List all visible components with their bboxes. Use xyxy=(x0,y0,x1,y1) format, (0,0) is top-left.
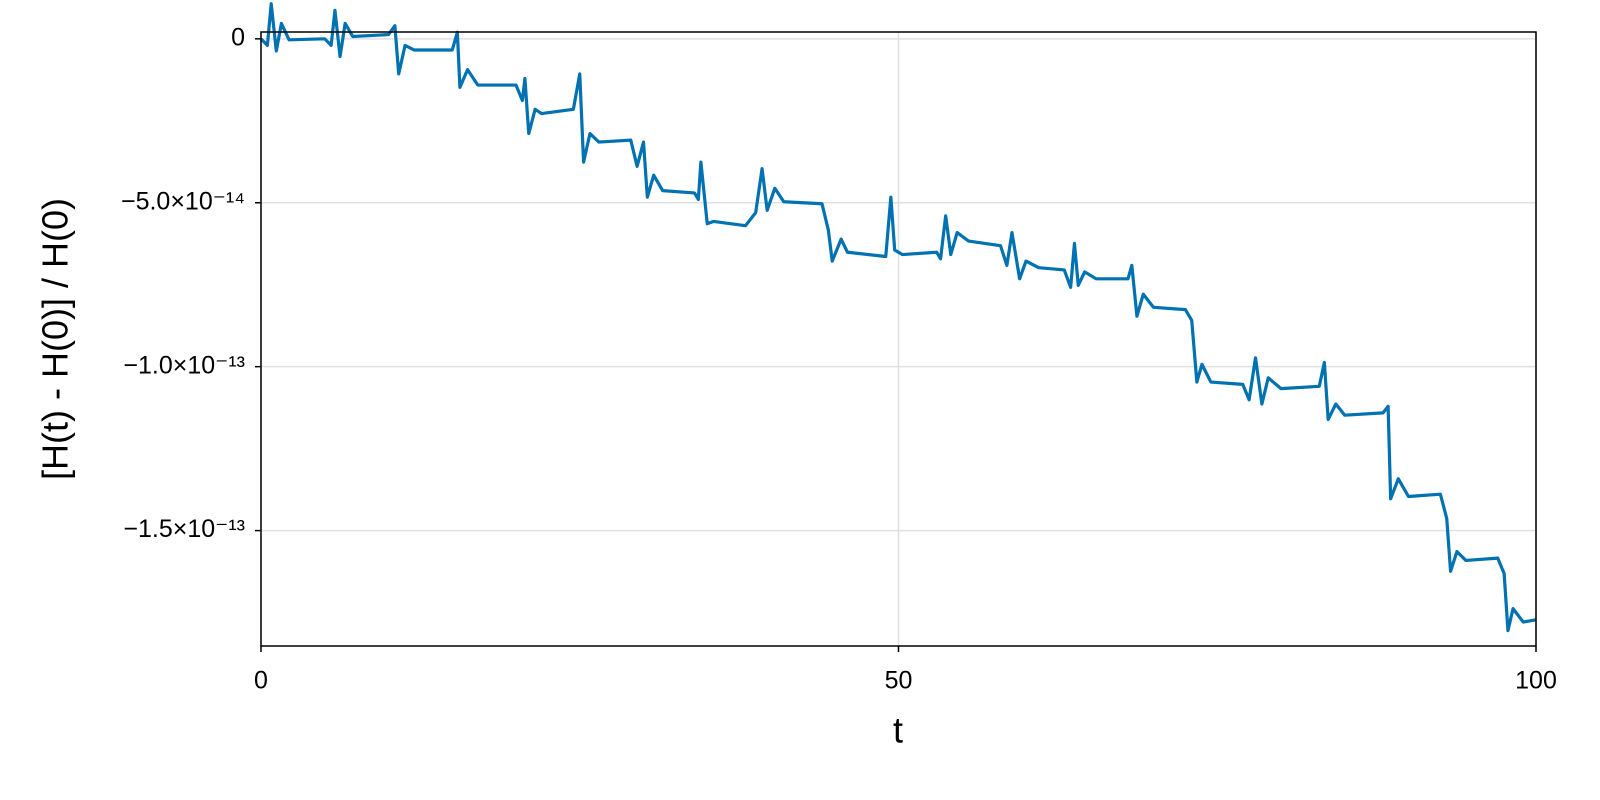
y-tick-label: 0 xyxy=(231,23,245,51)
x-tick-label: 0 xyxy=(254,667,268,695)
x-tick-label: 100 xyxy=(1515,667,1557,695)
y-tick-label: −1.5×10⁻¹³ xyxy=(123,515,245,543)
plot-frame xyxy=(260,31,1537,647)
x-axis-title: t xyxy=(893,710,903,751)
y-tick-label: −1.0×10⁻¹³ xyxy=(123,351,245,379)
x-tick-label: 50 xyxy=(885,667,913,695)
y-tick-label: −5.0×10⁻¹⁴ xyxy=(121,187,245,215)
data-line xyxy=(259,2,1537,633)
y-axis-title: [H(t) - H(0)] / H(0) xyxy=(35,198,76,480)
